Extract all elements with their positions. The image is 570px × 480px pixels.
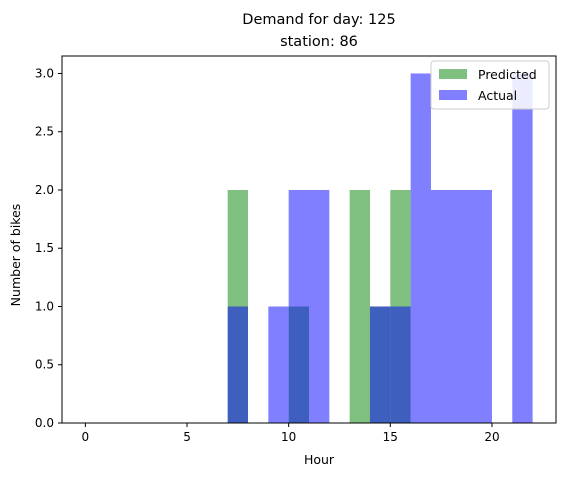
- bars-layer: [227, 73, 533, 423]
- legend: Predicted Actual: [430, 60, 550, 110]
- x-tick-label: 15: [383, 430, 398, 444]
- bar-actual: [410, 73, 431, 423]
- y-tick-label: 2.5: [35, 125, 54, 139]
- y-axis-ticks: 0.0 0.5 1.0 1.5 2.0 2.5 3.0: [35, 66, 62, 430]
- legend-swatch-actual: [439, 90, 467, 100]
- bar-predicted: [349, 189, 370, 423]
- title-line-1: Demand for day: 125: [242, 12, 395, 28]
- legend-label-actual: Actual: [478, 88, 517, 103]
- bar-actual: [227, 306, 249, 423]
- axes-frame: [61, 55, 557, 424]
- bar-actual: [390, 306, 411, 423]
- bar-actual: [512, 73, 533, 423]
- y-axis-label: Number of bikes: [8, 204, 23, 307]
- x-tick-label: 20: [484, 430, 499, 444]
- y-tick-label: 1.0: [35, 299, 54, 313]
- title-line-2: station: 86: [280, 34, 358, 50]
- y-tick-label: 0.5: [35, 358, 54, 372]
- y-tick-label: 1.5: [35, 241, 54, 255]
- y-tick-label: 0.0: [35, 416, 54, 430]
- y-tick-label: 3.0: [35, 66, 54, 80]
- x-tick-label: 10: [281, 430, 296, 444]
- bar-actual: [369, 306, 391, 423]
- x-axis-ticks: 0 5 10 15 20: [82, 423, 500, 444]
- chart-title: Demand for day: 125 station: 86: [242, 12, 395, 50]
- legend-label-predicted: Predicted: [478, 67, 537, 82]
- bar-actual: [268, 306, 289, 423]
- bar-actual: [288, 189, 330, 423]
- x-axis-label: Hour: [304, 452, 335, 467]
- bar-actual: [430, 189, 492, 423]
- legend-swatch-predicted: [439, 69, 467, 79]
- x-tick-label: 5: [183, 430, 191, 444]
- y-tick-label: 2.0: [35, 183, 54, 197]
- x-tick-label: 0: [82, 430, 90, 444]
